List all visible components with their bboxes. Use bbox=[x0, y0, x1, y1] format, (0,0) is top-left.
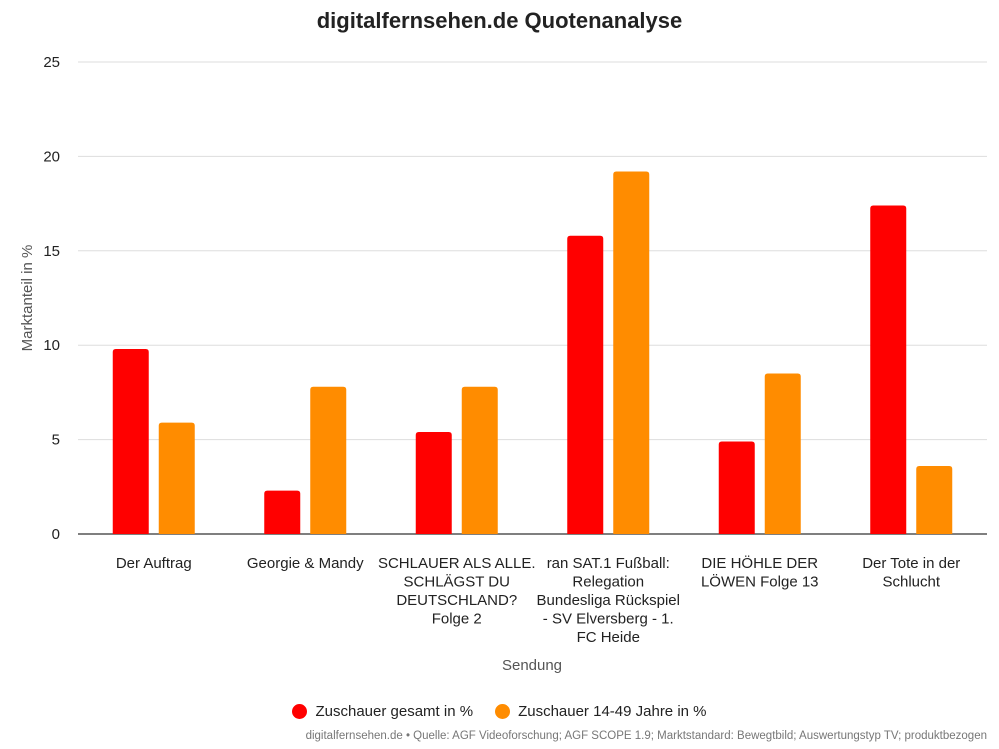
category-label-line: Der Auftrag bbox=[116, 555, 192, 572]
legend-swatch-series-0 bbox=[292, 704, 308, 719]
category-label-line: Bundesliga Rückspiel bbox=[537, 592, 680, 609]
bar-series-1-cat-4[interactable] bbox=[764, 373, 801, 534]
bar-series-1-cat-1[interactable] bbox=[310, 386, 347, 534]
y-tick-label: 5 bbox=[52, 432, 60, 449]
bar-series-1-cat-0[interactable] bbox=[158, 422, 195, 534]
bar-series-0-cat-1[interactable] bbox=[264, 490, 301, 534]
x-axis-categories: Der Auftrag Georgie & Mandy SCHLAUER ALS A… bbox=[116, 554, 960, 646]
y-axis-ticks: 0 5 10 15 20 25 bbox=[43, 54, 60, 543]
category-label: ran SAT.1 Fußball: Relegation Bundesliga R… bbox=[537, 555, 680, 646]
bar-series-0-cat-5[interactable] bbox=[870, 205, 907, 534]
y-tick-label: 0 bbox=[52, 526, 60, 543]
legend: Zuschauer gesamt in % Zuschauer 14-49 Ja… bbox=[0, 703, 999, 720]
category-label: SCHLAUER ALS ALLE. SCHLÄGST DU DEUTSCHLAND… bbox=[378, 555, 536, 628]
category-label: DIE HÖHLE DER LÖWEN Folge 13 bbox=[701, 554, 819, 591]
y-tick-label: 25 bbox=[43, 54, 60, 71]
bar-chart: 0 5 10 15 20 25 Der Auftrag Georgie & Mandy SCH… bbox=[19, 54, 987, 674]
category-label-line: Folge 2 bbox=[432, 611, 482, 628]
legend-item-series-0[interactable]: Zuschauer gesamt in % bbox=[292, 703, 473, 720]
legend-label-series-1: Zuschauer 14-49 Jahre in % bbox=[518, 703, 707, 720]
bar-series-0-cat-0[interactable] bbox=[112, 348, 149, 534]
y-tick-label: 10 bbox=[43, 337, 60, 354]
category-label-line: - SV Elversberg - 1. bbox=[543, 611, 674, 628]
y-tick-label: 15 bbox=[43, 243, 60, 260]
category-label: Der Auftrag bbox=[116, 555, 192, 572]
category-label-line: ran SAT.1 Fußball: bbox=[547, 555, 670, 572]
source-note: digitalfernsehen.de • Quelle: AGF Videof… bbox=[305, 730, 987, 742]
y-tick-label: 20 bbox=[43, 148, 60, 165]
category-label-line: DIE HÖHLE DER bbox=[701, 554, 818, 572]
category-label-line: DEUTSCHLAND? bbox=[396, 592, 517, 609]
gridlines bbox=[78, 61, 987, 535]
bars bbox=[112, 171, 953, 535]
legend-item-series-1[interactable]: Zuschauer 14-49 Jahre in % bbox=[495, 703, 707, 720]
category-label-line: Georgie & Mandy bbox=[247, 555, 364, 572]
y-axis-title: Marktanteil in % bbox=[19, 245, 36, 352]
category-label-line: SCHLÄGST DU bbox=[404, 574, 510, 591]
bar-series-1-cat-5[interactable] bbox=[916, 466, 953, 534]
category-label-line: SCHLAUER ALS ALLE. bbox=[378, 555, 536, 572]
bar-series-0-cat-2[interactable] bbox=[415, 432, 452, 534]
bar-series-1-cat-3[interactable] bbox=[613, 171, 650, 534]
bar-series-0-cat-3[interactable] bbox=[567, 235, 604, 535]
chart-title: digitalfernsehen.de Quotenanalyse bbox=[316, 8, 683, 33]
legend-swatch-series-1 bbox=[495, 704, 511, 719]
category-label: Der Tote in der Schlucht bbox=[862, 555, 960, 591]
category-label-line: Der Tote in der bbox=[862, 555, 960, 572]
category-label-line: Schlucht bbox=[882, 574, 940, 591]
category-label-line: LÖWEN Folge 13 bbox=[701, 573, 819, 591]
legend-label-series-0: Zuschauer gesamt in % bbox=[315, 703, 474, 720]
bar-series-0-cat-4[interactable] bbox=[718, 441, 755, 534]
x-axis-title: Sendung bbox=[502, 657, 562, 674]
category-label-line: Relegation bbox=[572, 574, 644, 591]
bar-series-1-cat-2[interactable] bbox=[461, 386, 498, 534]
category-label: Georgie & Mandy bbox=[247, 555, 364, 572]
category-label-line: FC Heide bbox=[577, 629, 640, 646]
